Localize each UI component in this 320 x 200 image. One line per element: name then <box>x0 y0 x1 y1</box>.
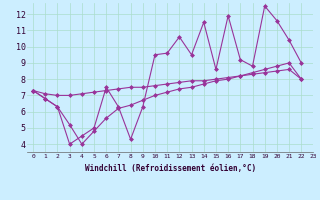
X-axis label: Windchill (Refroidissement éolien,°C): Windchill (Refroidissement éolien,°C) <box>85 164 256 173</box>
